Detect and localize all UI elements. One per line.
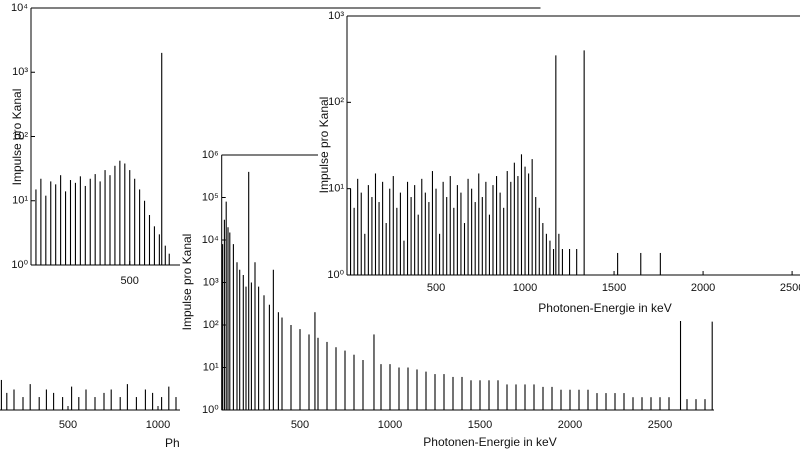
y-tick-label: 10⁴ (202, 234, 219, 246)
y-tick-label: 10⁰ (11, 259, 28, 271)
y-axis-label: Impulse pro Kanal (10, 89, 24, 186)
x-tick-label: 1000 (513, 282, 537, 294)
x-tick-label: 2000 (558, 419, 582, 431)
x-tick-label: 2500 (648, 419, 672, 431)
y-axis-label: Impulse pro Kanal (317, 97, 331, 194)
y-tick-label: 10² (12, 130, 28, 142)
y-tick-label: 10⁰ (327, 269, 344, 281)
y-tick-label: 10⁵ (202, 191, 219, 203)
x-tick-label: 1000 (378, 419, 402, 431)
x-tick-label: 500 (291, 419, 309, 431)
y-tick-label: 10³ (203, 276, 219, 288)
y-tick-label: 10³ (328, 10, 344, 22)
x-tick-label: 1000 (146, 419, 170, 431)
x-tick-label: 500 (59, 419, 77, 431)
y-tick-label: 10¹ (203, 361, 219, 373)
y-tick-label: 10⁴ (11, 2, 28, 14)
y-tick-label: 10¹ (12, 195, 28, 207)
y-axis-label: Impulse pro Kanal (180, 234, 194, 331)
y-tick-label: 10⁰ (202, 404, 219, 416)
x-tick-label: 1500 (468, 419, 492, 431)
x-axis-label: Photonen-Energie in keV (423, 435, 556, 449)
y-tick-label: 10¹ (328, 183, 344, 195)
x-axis-label: Photonen-Energie in keV (538, 301, 671, 315)
y-tick-label: 10² (328, 96, 344, 108)
y-tick-label: 10² (203, 319, 219, 331)
x-tick-label: 500 (427, 282, 445, 294)
x-tick-label: 2500 (780, 282, 800, 294)
y-tick-label: 10⁶ (202, 149, 219, 161)
y-tick-label: 10³ (12, 66, 28, 78)
x-tick-label: 1500 (602, 282, 626, 294)
x-tick-label: 500 (121, 275, 139, 287)
x-tick-label: 2000 (691, 282, 715, 294)
